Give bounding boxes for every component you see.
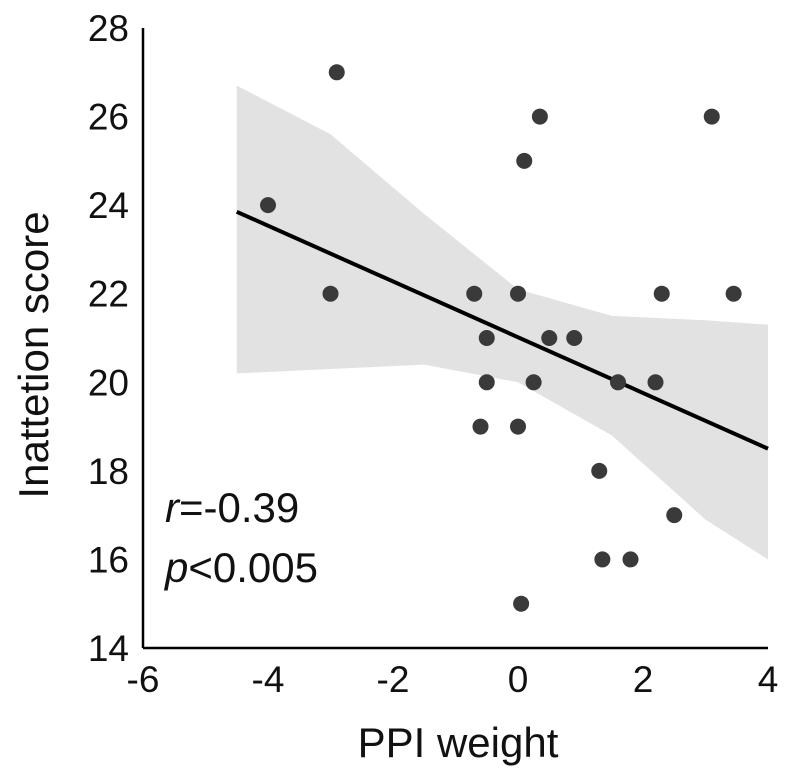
- axes-layer: [141, 28, 768, 650]
- data-point: [472, 418, 489, 435]
- data-point: [260, 197, 276, 214]
- y-tick-label: 14: [88, 628, 129, 669]
- data-point: [525, 374, 542, 391]
- p-value-annotation: p<0.005: [163, 544, 318, 591]
- x-tick-label: 0: [508, 659, 529, 700]
- x-tick-label: -6: [127, 659, 160, 700]
- y-tick-label: 26: [88, 97, 129, 138]
- data-point: [328, 64, 345, 81]
- data-point: [653, 285, 670, 302]
- y-tick-label: 16: [88, 539, 129, 580]
- p-symbol: p: [163, 544, 188, 591]
- data-point: [594, 551, 611, 568]
- x-tick-label: 2: [633, 659, 654, 700]
- y-tick-label: 24: [88, 185, 129, 226]
- data-point: [703, 108, 720, 125]
- data-point: [516, 152, 533, 169]
- data-point: [510, 285, 526, 302]
- p-value: <0.005: [188, 544, 318, 591]
- data-point: [725, 285, 742, 302]
- data-point: [610, 374, 626, 391]
- confidence-band-layer: [236, 85, 768, 560]
- regression-line: [235, 209, 769, 451]
- r-value: =-0.39: [179, 484, 299, 531]
- data-point: [322, 285, 339, 302]
- data-point: [591, 462, 608, 479]
- y-tick-label: 18: [88, 451, 129, 492]
- data-point: [622, 551, 639, 568]
- y-tick-label: 20: [88, 362, 129, 403]
- x-tick-label: -2: [377, 659, 410, 700]
- data-point: [566, 330, 583, 346]
- data-point: [478, 374, 495, 391]
- data-points-layer: [260, 64, 742, 612]
- data-point: [647, 374, 664, 391]
- y-tick-label: 22: [88, 274, 129, 315]
- data-point: [478, 330, 495, 346]
- data-point: [666, 507, 683, 524]
- y-axis-label: Inattetion score: [10, 211, 57, 498]
- data-point: [513, 595, 530, 612]
- x-axis-label: PPI weight: [358, 719, 559, 766]
- y-tick-label: 28: [88, 8, 129, 49]
- x-tick-label: 4: [758, 659, 779, 700]
- data-point: [510, 418, 526, 435]
- confidence-band: [236, 85, 768, 560]
- x-tick-label: -4: [252, 659, 285, 700]
- r-symbol: r: [165, 484, 181, 531]
- data-point: [541, 330, 558, 346]
- data-point: [531, 108, 548, 125]
- regression-line-layer: [235, 209, 769, 451]
- data-point: [466, 285, 483, 302]
- correlation-annotation: r=-0.39: [165, 484, 299, 531]
